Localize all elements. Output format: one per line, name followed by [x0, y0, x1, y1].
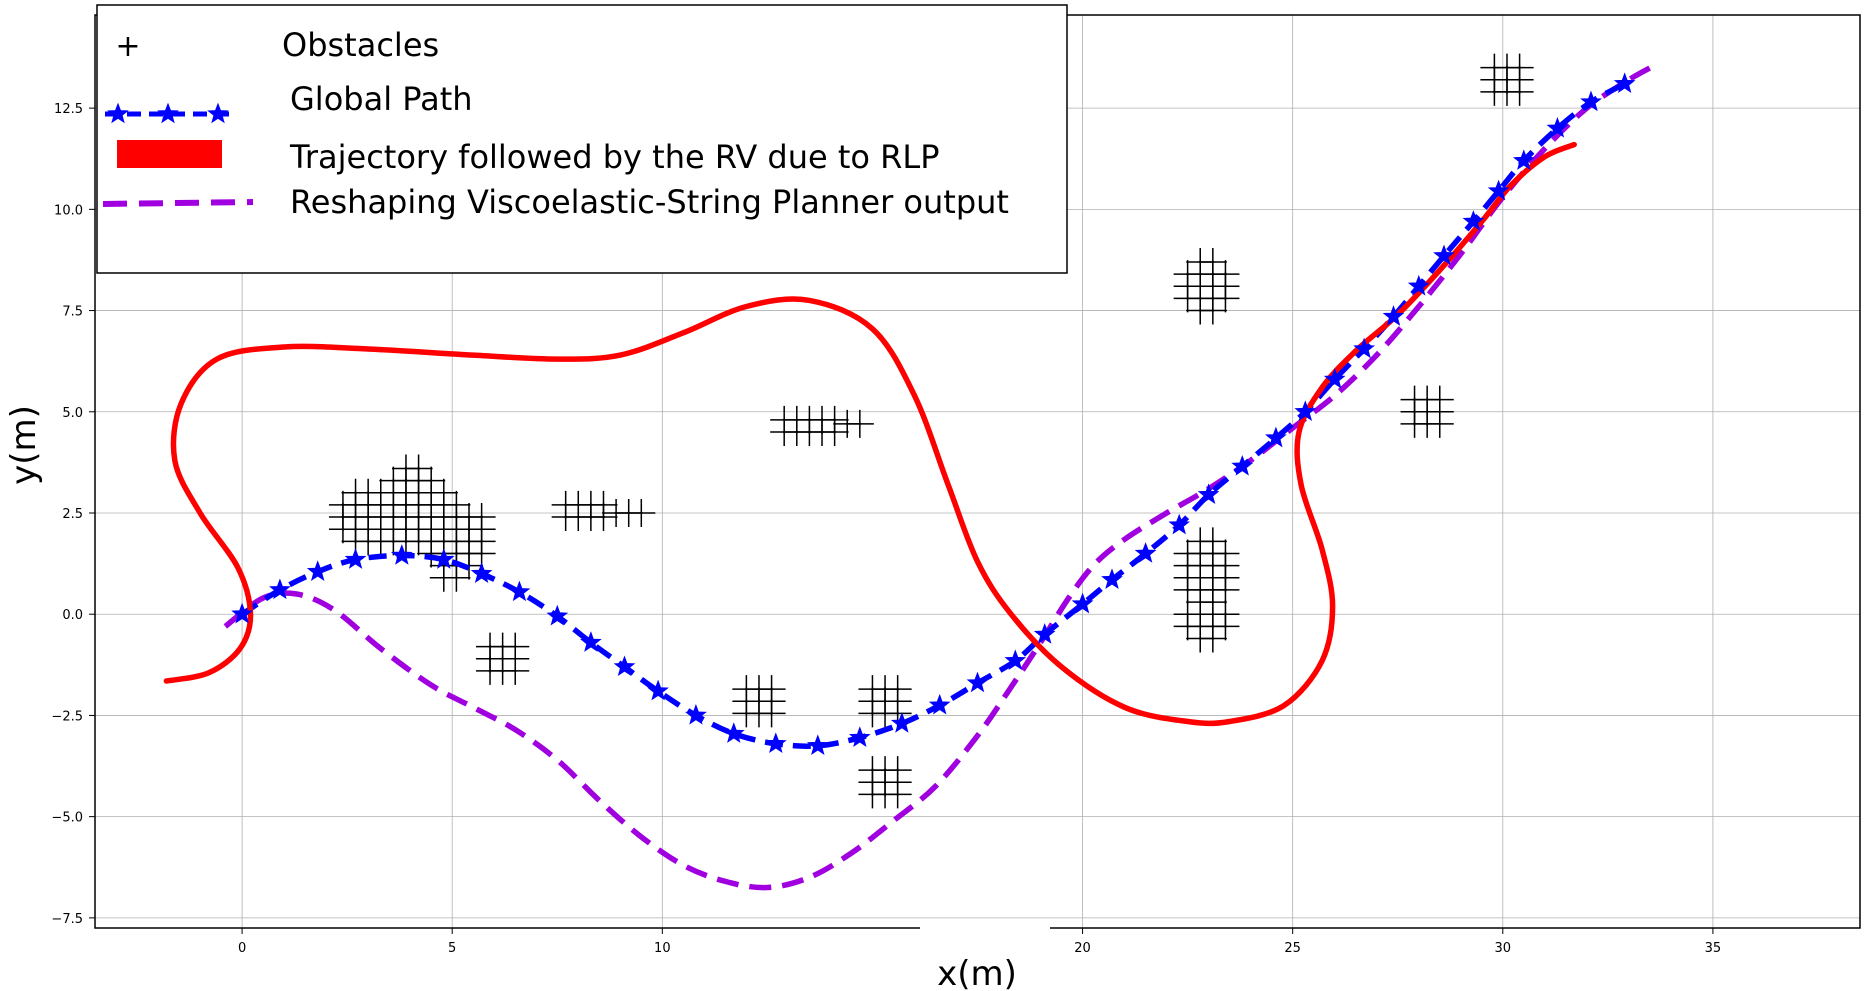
y-tick-label: 0.0 — [62, 608, 83, 623]
global-path-star — [344, 548, 367, 569]
global-path-star — [1168, 513, 1191, 535]
obstacle-marker — [1198, 527, 1227, 556]
legend-label-trajectory: Trajectory followed by the RV due to RLP — [289, 138, 939, 176]
obstacle-marker — [467, 503, 496, 532]
global-path-star — [1580, 90, 1602, 112]
y-tick-label: 10.0 — [54, 203, 83, 218]
global-path-star — [806, 734, 829, 756]
obstacle-marker — [820, 405, 849, 434]
legend-reshaping-line — [102, 199, 254, 207]
legend-trajectory-swatch — [117, 140, 222, 168]
global-path-star — [613, 655, 636, 677]
global-path-star — [508, 580, 531, 602]
obstacle-marker — [417, 466, 446, 495]
legend-global-path-markers — [107, 102, 229, 124]
y-tick-label: 12.5 — [54, 102, 83, 117]
global-path-star — [966, 671, 989, 693]
x-tick-label: 30 — [1495, 941, 1512, 956]
legend-label-global-path: Global Path — [290, 80, 473, 118]
legend-label-reshaping: Reshaping Viscoelastic-String Planner ou… — [290, 183, 1009, 221]
obstacle-marker — [501, 656, 530, 685]
global-path-star — [1004, 649, 1027, 671]
axis-gap-mask — [920, 924, 1050, 932]
global-path-star — [1071, 592, 1094, 614]
global-path-star — [580, 631, 602, 652]
obstacle-marker — [845, 409, 874, 438]
global-path-star — [928, 693, 951, 715]
global-path-star — [1407, 274, 1430, 296]
y-tick-label: −5.0 — [51, 811, 83, 826]
x-tick-label: 10 — [654, 941, 671, 956]
global-path-star — [1546, 116, 1569, 138]
global-path-star — [1487, 179, 1510, 201]
y-tick-label: 7.5 — [62, 305, 83, 320]
x-axis-label: x(m) — [937, 954, 1017, 991]
y-ticks: −7.5 −5.0 −2.5 0.0 2.5 5.0 7.5 10.0 12.5 — [51, 102, 95, 927]
global-path-star — [1353, 337, 1375, 359]
global-path-star — [1382, 305, 1405, 326]
legend-star-marker — [157, 102, 179, 124]
legend-star-marker — [207, 102, 229, 124]
y-tick-label: −7.5 — [51, 912, 83, 927]
obstacle-marker — [429, 478, 458, 507]
global-path-star — [1231, 454, 1254, 476]
global-path-star — [432, 548, 455, 569]
global-path-star — [1512, 149, 1535, 170]
global-path-star — [764, 732, 787, 754]
legend-obstacles-marker: + — [115, 29, 140, 64]
global-path-star — [470, 562, 493, 583]
y-tick-label: 5.0 — [62, 406, 83, 421]
legend-box — [96, 4, 1068, 274]
rlp-trajectory-line — [163, 141, 1577, 727]
obstacle-marker — [589, 490, 618, 519]
obstacle-marker — [1211, 260, 1240, 289]
legend: + Obstacles Global Path Trajectory follo… — [96, 4, 1068, 274]
x-tick-label: 20 — [1074, 941, 1091, 956]
global-path-star — [848, 726, 871, 747]
global-path-star — [1101, 568, 1123, 590]
obstacle-marker — [1211, 539, 1240, 568]
series-layer — [163, 53, 1660, 891]
obstacle-marker — [883, 780, 912, 809]
obstacle-marker — [1198, 247, 1227, 276]
x-ticks: 0 5 10 20 25 30 35 — [238, 928, 1721, 956]
obstacle-marker — [1211, 600, 1240, 629]
global-path-star — [1134, 542, 1157, 563]
legend-star-marker — [107, 102, 129, 124]
x-tick-label: 5 — [448, 941, 456, 956]
global-path-star — [685, 703, 707, 725]
y-tick-label: −2.5 — [51, 709, 83, 724]
obstacle-marker — [627, 499, 656, 527]
obstacle-marker — [1505, 53, 1534, 82]
obstacles-group — [328, 53, 1534, 809]
global-path-star — [1323, 367, 1346, 389]
global-path-star — [390, 544, 413, 565]
global-path-star — [231, 602, 253, 624]
global-path-star — [890, 712, 913, 733]
global-path-star — [546, 604, 569, 626]
global-path-star — [1613, 72, 1636, 94]
global-path-star — [1294, 400, 1317, 422]
obstacle-marker — [442, 490, 471, 519]
obstacle-marker — [757, 699, 786, 728]
global-path-star — [1462, 210, 1485, 231]
y-tick-label: 2.5 — [62, 507, 83, 522]
global-path-star — [306, 560, 329, 581]
legend-label-obstacles: Obstacles — [282, 26, 439, 64]
global-path-star — [1033, 623, 1056, 644]
obstacle-marker — [404, 454, 433, 483]
global-path-star — [722, 722, 745, 743]
obstacle-marker — [1425, 385, 1454, 414]
x-tick-label: 35 — [1705, 941, 1722, 956]
global-path-star — [1265, 426, 1287, 448]
global-path-star — [269, 578, 291, 600]
y-axis-label: y(m) — [4, 405, 44, 485]
global-path-star — [1197, 483, 1220, 505]
x-tick-label: 0 — [238, 941, 246, 956]
global-path-star — [1433, 244, 1455, 266]
global-path-star — [647, 679, 669, 701]
x-tick-label: 25 — [1284, 941, 1301, 956]
